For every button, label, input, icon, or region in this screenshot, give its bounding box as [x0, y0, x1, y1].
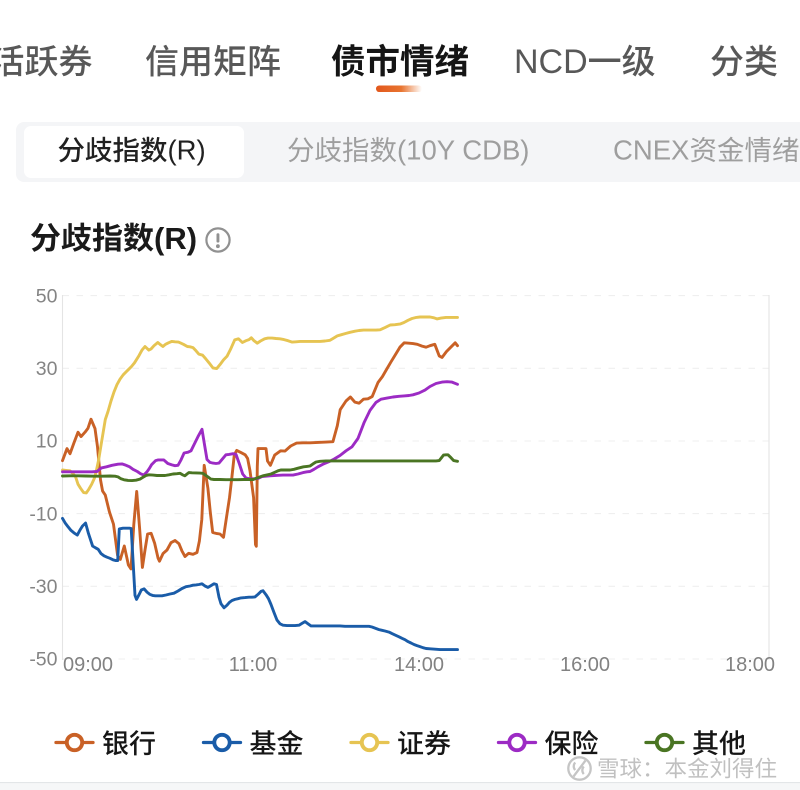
svg-text:09:00: 09:00 — [63, 654, 113, 676]
svg-text:(R): (R) — [154, 221, 197, 256]
svg-text:NCD: NCD — [514, 43, 588, 81]
svg-text:18:00: 18:00 — [725, 654, 775, 676]
svg-text:CNEX: CNEX — [613, 135, 689, 166]
svg-text:14:00: 14:00 — [394, 654, 444, 676]
svg-text:50: 50 — [36, 285, 58, 307]
svg-text:-30: -30 — [29, 576, 57, 598]
svg-text:(R): (R) — [168, 135, 206, 166]
svg-text:11:00: 11:00 — [229, 654, 278, 676]
svg-text:10: 10 — [36, 431, 58, 453]
svg-text:16:00: 16:00 — [560, 654, 610, 676]
svg-text:30: 30 — [36, 358, 58, 380]
svg-text:-10: -10 — [29, 503, 57, 525]
svg-text:(10Y CDB): (10Y CDB) — [397, 135, 529, 166]
svg-text:-50: -50 — [29, 649, 57, 671]
